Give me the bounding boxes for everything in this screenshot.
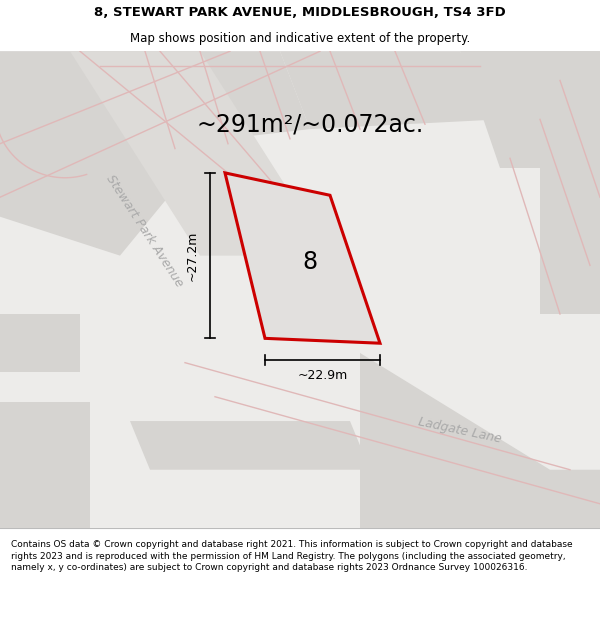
Text: 8: 8 bbox=[302, 251, 317, 274]
Polygon shape bbox=[90, 51, 310, 149]
Polygon shape bbox=[280, 51, 500, 129]
Polygon shape bbox=[70, 51, 330, 256]
Polygon shape bbox=[0, 402, 90, 528]
Polygon shape bbox=[460, 51, 600, 168]
Text: ~27.2m: ~27.2m bbox=[185, 231, 199, 281]
Polygon shape bbox=[0, 51, 600, 528]
Text: Map shows position and indicative extent of the property.: Map shows position and indicative extent… bbox=[130, 32, 470, 45]
Text: Ladgate Lane: Ladgate Lane bbox=[417, 416, 503, 446]
Text: ~291m²/~0.072ac.: ~291m²/~0.072ac. bbox=[196, 112, 424, 136]
Polygon shape bbox=[0, 314, 80, 372]
Text: Stewart Park Avenue: Stewart Park Avenue bbox=[104, 173, 186, 290]
Text: Contains OS data © Crown copyright and database right 2021. This information is : Contains OS data © Crown copyright and d… bbox=[11, 540, 572, 572]
Text: 8, STEWART PARK AVENUE, MIDDLESBROUGH, TS4 3FD: 8, STEWART PARK AVENUE, MIDDLESBROUGH, T… bbox=[94, 6, 506, 19]
Polygon shape bbox=[360, 353, 600, 528]
Polygon shape bbox=[225, 173, 380, 343]
Polygon shape bbox=[540, 168, 600, 314]
Polygon shape bbox=[0, 51, 200, 256]
Polygon shape bbox=[130, 421, 370, 470]
Text: ~22.9m: ~22.9m bbox=[298, 369, 347, 382]
